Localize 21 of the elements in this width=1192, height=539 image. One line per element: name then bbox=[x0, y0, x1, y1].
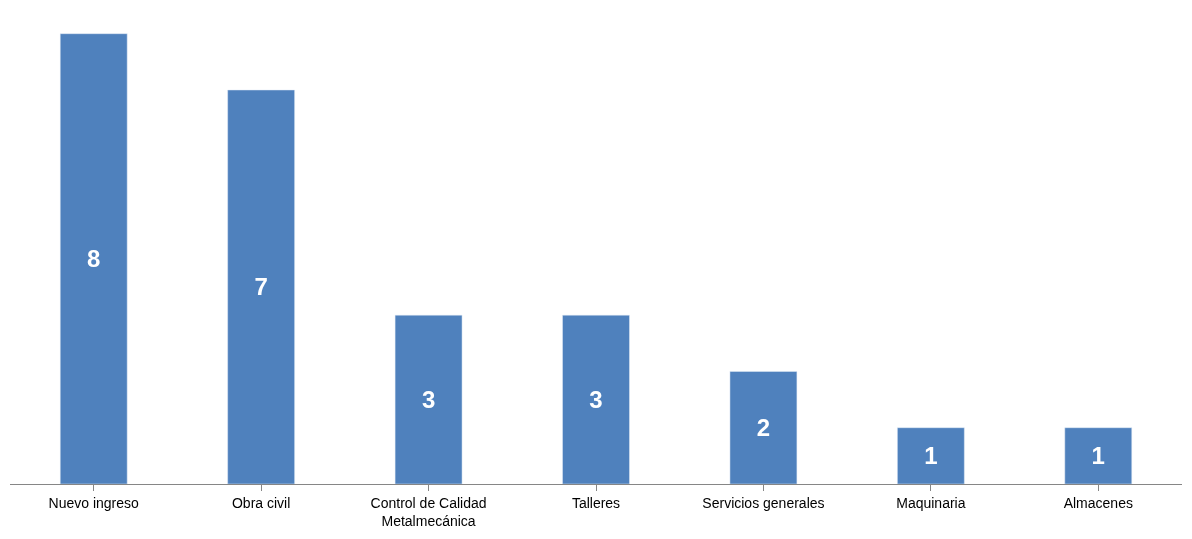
bar bbox=[729, 371, 798, 484]
data-label: 2 bbox=[756, 414, 771, 442]
x-tick-label: Maquinaria bbox=[896, 494, 966, 511]
data-label: 3 bbox=[421, 386, 436, 414]
data-label: 1 bbox=[924, 442, 938, 470]
x-tick-label: Nuevo ingreso bbox=[48, 494, 140, 511]
bar bbox=[394, 314, 463, 484]
x-tick-label: Obra civil bbox=[231, 494, 291, 511]
bar bbox=[227, 89, 295, 484]
data-label: 7 bbox=[254, 273, 268, 301]
bar bbox=[1064, 427, 1133, 484]
bar bbox=[897, 427, 965, 484]
data-label: 1 bbox=[1091, 442, 1105, 470]
bar bbox=[59, 33, 128, 484]
data-label: 8 bbox=[87, 245, 101, 273]
x-tick-label: Almacenes bbox=[1063, 494, 1133, 511]
x-tick-label: Control de Calidad Metalmecánica bbox=[370, 494, 487, 529]
x-tick-label: Servicios generales bbox=[702, 494, 825, 511]
x-tick-label: Talleres bbox=[571, 494, 621, 511]
data-label: 3 bbox=[589, 386, 603, 414]
bar bbox=[562, 314, 630, 484]
